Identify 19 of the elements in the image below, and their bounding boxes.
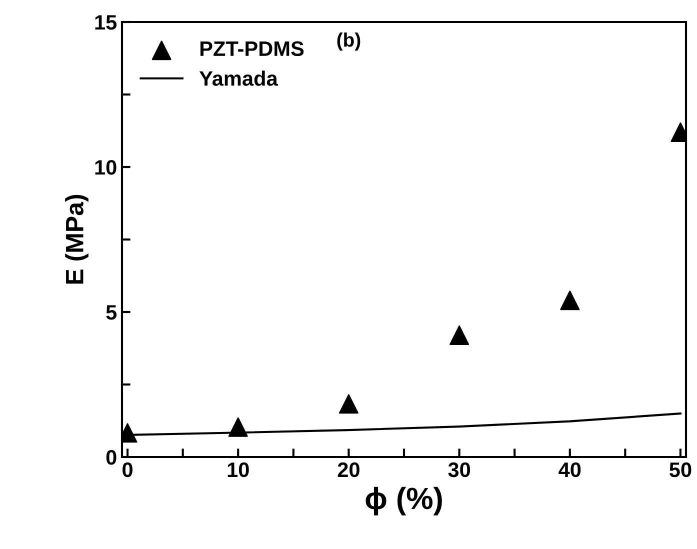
legend-label: PZT-PDMS bbox=[200, 41, 304, 56]
x-tick-label: 40 bbox=[558, 462, 581, 478]
y-tick-label: 10 bbox=[95, 160, 116, 175]
x-tick-label: 0 bbox=[122, 462, 132, 478]
legend-label: Yamada bbox=[199, 70, 278, 86]
y-tick-label: 15 bbox=[95, 15, 117, 30]
y-tick-label: 5 bbox=[106, 305, 117, 320]
point bbox=[228, 417, 248, 437]
point bbox=[560, 290, 580, 310]
y-axis-title: E (MPa) bbox=[65, 194, 88, 284]
y-tick-label: 0 bbox=[106, 450, 116, 465]
point bbox=[450, 325, 470, 345]
annotation: (b) bbox=[337, 32, 360, 51]
x-tick-label: 50 bbox=[670, 462, 692, 478]
x-tick-label: 10 bbox=[228, 462, 249, 478]
x-tick-label: 30 bbox=[448, 462, 470, 478]
point bbox=[338, 394, 358, 414]
x-tick-label: 20 bbox=[338, 462, 360, 478]
x-axis-title: ϕ (%) bbox=[366, 486, 442, 516]
